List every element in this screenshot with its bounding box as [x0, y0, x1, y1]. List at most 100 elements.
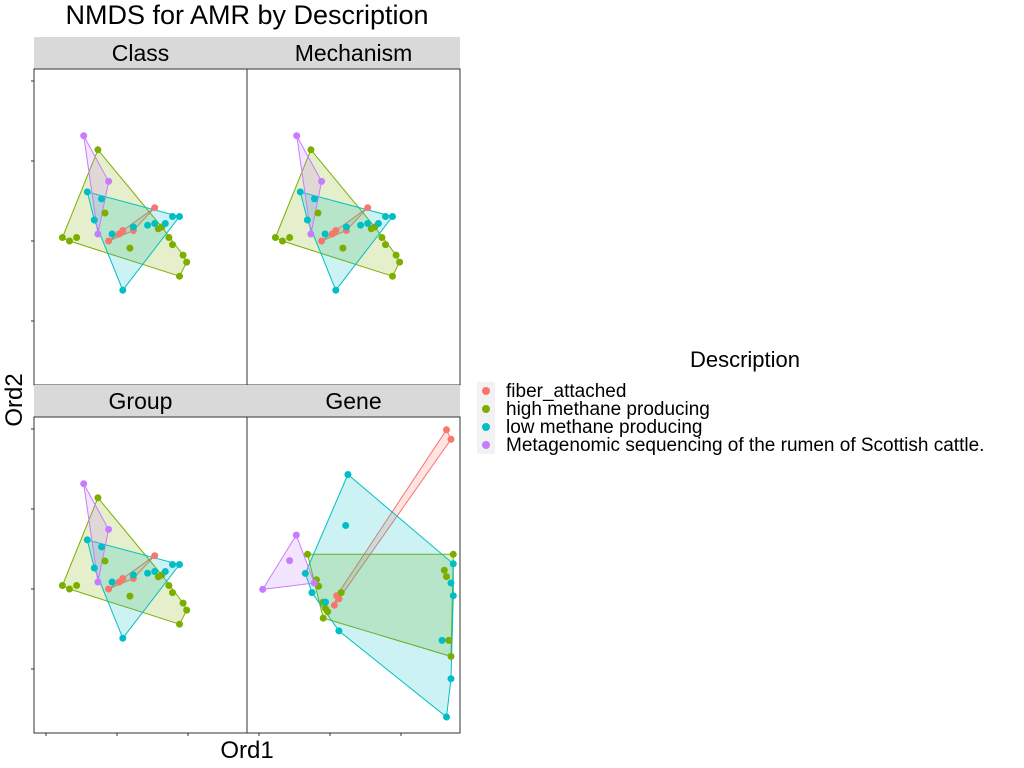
data-point: [440, 566, 448, 574]
panel-background: [246, 416, 461, 734]
hull-series-3: [83, 135, 110, 235]
data-point: [183, 258, 191, 266]
facet-strip-label: Mechanism: [295, 40, 413, 66]
hull-series-3: [83, 483, 110, 583]
legend-key-dot: [482, 423, 490, 431]
hull-series-1: [274, 148, 401, 277]
data-point: [332, 227, 340, 234]
x-axis-label: Ord1: [220, 737, 273, 764]
data-point: [98, 543, 105, 551]
data-point: [169, 241, 176, 249]
data-point: [179, 251, 187, 259]
legend-label: low methane producing: [506, 417, 702, 438]
data-point: [90, 564, 98, 572]
data-point: [58, 234, 66, 241]
data-point: [119, 634, 127, 642]
data-point: [101, 209, 109, 217]
data-point: [169, 213, 176, 220]
data-point: [339, 244, 347, 252]
facet-panel-3: Gene: [246, 385, 461, 736]
facet-panel-0: Class: [31, 37, 248, 386]
data-point: [144, 569, 152, 577]
data-point: [445, 636, 453, 644]
data-point: [332, 286, 340, 294]
data-point: [310, 195, 318, 203]
data-point: [389, 213, 396, 220]
data-point: [105, 525, 113, 533]
data-point: [183, 606, 191, 614]
data-point: [382, 213, 389, 220]
data-point: [443, 713, 450, 721]
legend-label: Metagenomic sequencing of the rumen of S…: [506, 435, 984, 456]
data-point: [58, 582, 66, 589]
data-point: [303, 216, 311, 224]
data-point: [165, 234, 173, 241]
data-point: [105, 237, 113, 245]
legend-label: high methane producing: [506, 399, 710, 420]
data-point: [335, 627, 343, 635]
data-point: [119, 575, 127, 582]
data-point: [151, 220, 159, 227]
data-point: [73, 582, 81, 589]
legend-item: Metagenomic sequencing of the rumen of S…: [477, 435, 984, 456]
data-point: [382, 241, 389, 249]
facet-strip-label: Class: [112, 40, 170, 66]
data-point: [179, 599, 187, 607]
data-point: [144, 221, 152, 229]
data-point: [169, 589, 176, 597]
data-point: [322, 598, 329, 606]
panel-background: [33, 68, 248, 386]
data-point: [94, 494, 102, 502]
data-point: [330, 601, 338, 609]
data-point: [374, 220, 382, 227]
y-axis-label: Ord2: [1, 373, 28, 426]
data-point: [396, 258, 404, 266]
facet-strip: [34, 385, 247, 417]
data-point: [98, 195, 105, 203]
panel-background: [33, 416, 248, 734]
data-point: [324, 608, 332, 616]
data-point: [310, 579, 318, 587]
data-point: [66, 585, 73, 593]
data-point: [286, 234, 294, 241]
data-point: [344, 471, 352, 478]
hull-series-3: [296, 135, 323, 235]
data-point: [292, 531, 300, 539]
data-point: [357, 221, 365, 229]
data-point: [447, 579, 455, 587]
data-point: [321, 230, 329, 238]
data-point: [293, 132, 301, 140]
hull-series-1: [61, 148, 188, 277]
data-point: [129, 223, 137, 231]
data-point: [443, 573, 450, 581]
data-point: [449, 592, 457, 600]
data-point: [151, 552, 159, 560]
data-point: [279, 237, 286, 245]
facet-strip: [34, 37, 247, 69]
legend-key-dot: [482, 387, 490, 395]
data-point: [319, 614, 327, 622]
facet-panel-2: Group: [31, 385, 248, 736]
data-point: [73, 234, 81, 241]
data-point: [449, 550, 457, 558]
data-point: [314, 209, 322, 217]
data-point: [301, 569, 309, 577]
data-point: [449, 560, 457, 568]
data-point: [80, 132, 88, 140]
data-point: [129, 571, 137, 579]
data-point: [286, 557, 294, 565]
data-point: [176, 561, 183, 568]
data-point: [367, 225, 375, 233]
facet-panels: Class Mechanism Group Gene: [31, 37, 461, 736]
data-point: [154, 225, 162, 233]
data-point: [342, 522, 350, 529]
data-point: [443, 426, 450, 434]
data-point: [105, 585, 113, 593]
legend-key-dot: [482, 441, 490, 449]
panel-background: [246, 68, 461, 386]
facet-strip: [247, 37, 460, 69]
data-point: [94, 230, 102, 238]
data-point: [151, 204, 159, 212]
data-point: [90, 216, 98, 224]
